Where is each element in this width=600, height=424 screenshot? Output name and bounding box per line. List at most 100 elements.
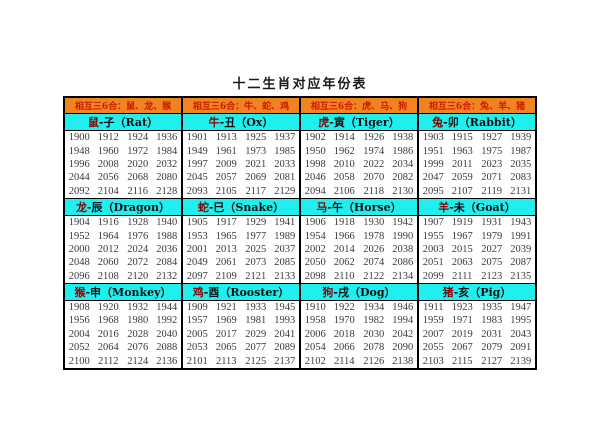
year-cell: 2025 — [245, 243, 267, 255]
year-cell: 1973 — [245, 145, 267, 157]
year-cell: 2086 — [392, 257, 414, 269]
year-cell: 1983 — [481, 315, 503, 327]
zodiac-header-cell: 鼠-子（Rat） — [64, 113, 182, 131]
year-cell: 2118 — [363, 185, 385, 197]
year-cell: 2019 — [451, 328, 473, 340]
year-cell: 2020 — [127, 158, 149, 170]
year-cell: 1901 — [181, 130, 212, 145]
year-cell: 2120 — [127, 270, 149, 282]
year-cell: 1907 — [417, 215, 448, 230]
year-cell: 1972 — [127, 145, 149, 157]
year-cell: 1908 — [68, 302, 90, 314]
year-cell: 2134 — [392, 270, 414, 282]
year-cell: 2027 — [481, 243, 503, 255]
year-cell: 1940 — [156, 217, 178, 229]
year-cell: 1913 — [215, 132, 237, 144]
year-cell: 1974 — [363, 145, 385, 157]
year-cell: 1946 — [392, 302, 414, 314]
year-cell: 2073 — [245, 257, 267, 269]
year-cell: 2100 — [68, 355, 90, 367]
year-cell: 2046 — [299, 171, 330, 185]
year-cell: 1986 — [392, 145, 414, 157]
zodiac-animal-label: 牛 — [208, 116, 220, 129]
zodiac-header-cell: 猴-申（Monkey） — [64, 282, 182, 301]
year-cell: 1903 — [417, 130, 448, 145]
year-cell: 1995 — [510, 315, 532, 327]
year-cell: 2004 — [68, 328, 90, 340]
zodiac-header-cell: 虎-寅（Tiger） — [299, 113, 418, 131]
year-cell: 2029 — [245, 328, 267, 340]
year-cell: 1956 — [68, 315, 90, 327]
zodiac-header-cell: 猪-亥（Pig） — [417, 282, 536, 301]
year-cell: 2107 — [451, 185, 473, 197]
year-cell: 1951 — [417, 144, 448, 158]
year-cell: 2099 — [417, 269, 448, 284]
year-cell: 1964 — [97, 230, 119, 242]
trine-header-cell: 相互三6合：牛、蛇、鸡 — [181, 97, 300, 114]
year-cell: 1916 — [97, 217, 119, 229]
year-cell: 2000 — [68, 243, 90, 255]
year-cell: 1919 — [451, 217, 473, 229]
year-cell: 2044 — [68, 172, 90, 184]
year-cell: 2063 — [451, 257, 473, 269]
year-cell: 1988 — [156, 230, 178, 242]
year-cell: 2049 — [181, 256, 212, 270]
year-cell: 2088 — [156, 342, 178, 354]
year-cell: 2045 — [181, 171, 212, 185]
year-cell: 1990 — [392, 230, 414, 242]
year-cell: 2113 — [215, 355, 237, 367]
year-cell: 2077 — [245, 342, 267, 354]
year-cell: 2053 — [181, 341, 212, 355]
year-cell: 1960 — [97, 145, 119, 157]
year-cell: 2010 — [333, 158, 355, 170]
year-cell: 1904 — [68, 217, 90, 229]
zodiac-header-cell: 狗-戌（Dog） — [299, 282, 418, 301]
year-cell: 2003 — [417, 242, 448, 257]
year-cell: 1982 — [363, 315, 385, 327]
year-cell: 1963 — [451, 145, 473, 157]
year-cell: 2105 — [215, 185, 237, 197]
year-cell: 1994 — [392, 315, 414, 327]
year-cell: 2028 — [127, 328, 149, 340]
year-cell: 1998 — [299, 157, 330, 172]
year-cell: 2108 — [97, 270, 119, 282]
year-cell: 1933 — [245, 302, 267, 314]
year-cell: 2076 — [127, 342, 149, 354]
year-cell: 2051 — [417, 256, 448, 270]
year-cell: 2038 — [392, 243, 414, 255]
year-cell: 2072 — [127, 257, 149, 269]
year-cell: 1978 — [363, 230, 385, 242]
year-cell: 2054 — [299, 341, 330, 355]
year-cell: 1936 — [156, 132, 178, 144]
year-cell: 2040 — [156, 328, 178, 340]
year-cell: 1930 — [363, 217, 385, 229]
year-cell: 1945 — [274, 302, 296, 314]
year-cell: 2093 — [181, 184, 212, 199]
zodiac-animal-label: 鼠 — [87, 116, 99, 129]
year-cell: 1943 — [510, 217, 532, 229]
year-cell: 2098 — [299, 269, 330, 284]
year-cell: 2124 — [127, 355, 149, 367]
year-cell: 2070 — [363, 172, 385, 184]
year-cell: 2011 — [451, 158, 473, 170]
year-cell: 1942 — [392, 217, 414, 229]
year-cell: 2062 — [333, 257, 355, 269]
year-cell: 1992 — [156, 315, 178, 327]
zodiac-branch-label: -午（Horse） — [327, 200, 402, 214]
year-cell: 2058 — [333, 172, 355, 184]
zodiac-branch-label: -辰（Dragon） — [86, 200, 171, 214]
zodiac-animal-label: 马 — [316, 200, 328, 214]
year-cell: 2012 — [97, 243, 119, 255]
year-cell: 1948 — [68, 145, 90, 157]
year-cell: 2109 — [215, 270, 237, 282]
zodiac-year-table: 相互三6合：鼠、龙、猴 相互三6合：牛、蛇、鸡 相互三6合：虎、马、狗 相互三6合：兔… — [63, 96, 537, 370]
year-cell: 2069 — [245, 172, 267, 184]
year-cell: 2023 — [481, 158, 503, 170]
year-cell: 2064 — [97, 342, 119, 354]
year-cell: 1981 — [245, 315, 267, 327]
year-cell: 1920 — [97, 302, 119, 314]
year-cell: 1914 — [333, 132, 355, 144]
zodiac-header-cell: 龙-辰（Dragon） — [64, 197, 182, 216]
year-cell: 2067 — [451, 342, 473, 354]
year-cell: 2059 — [451, 172, 473, 184]
